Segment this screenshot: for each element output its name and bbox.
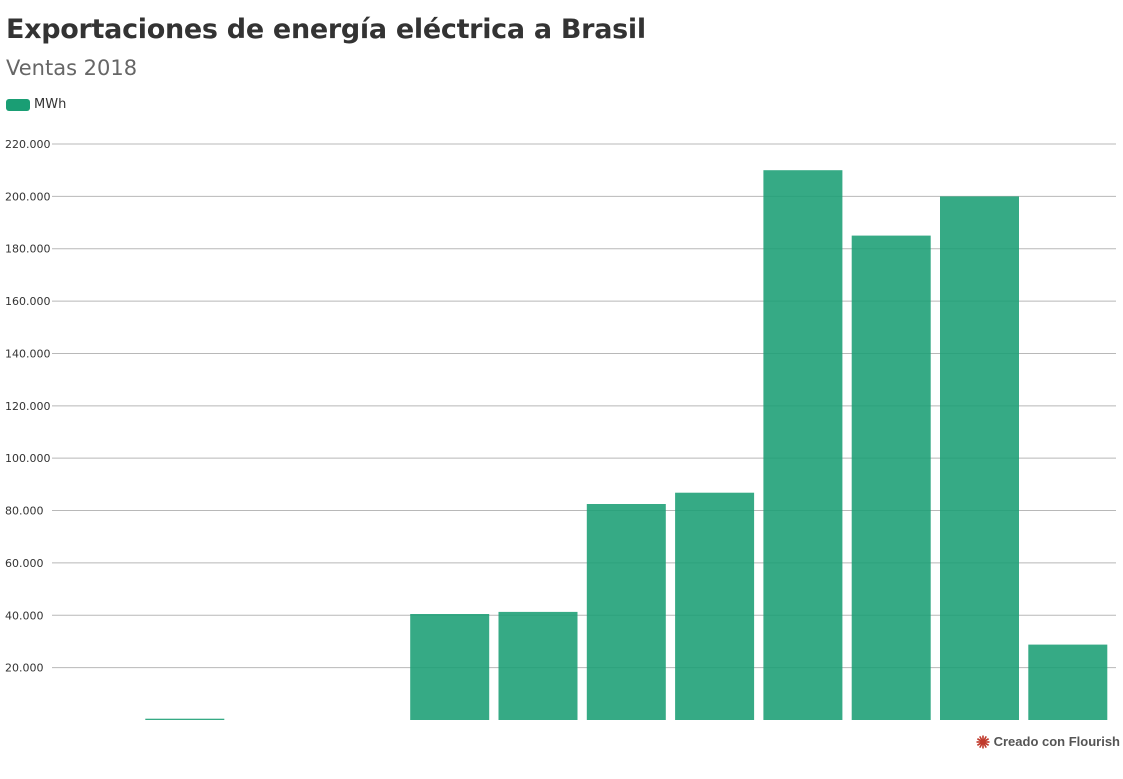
bar[interactable] — [145, 718, 225, 720]
bar[interactable] — [940, 196, 1019, 720]
bar[interactable] — [763, 170, 843, 720]
flourish-credit-label[interactable]: Creado con Flourish — [993, 734, 1120, 749]
y-tick-label: 160.000 — [5, 295, 51, 308]
bar[interactable] — [498, 611, 578, 720]
y-tick-label: 60.000 — [5, 557, 44, 570]
chart-subtitle: Ventas 2018 — [6, 56, 138, 80]
bar[interactable] — [675, 492, 755, 720]
y-tick-label: 80.000 — [5, 505, 44, 518]
legend-swatch — [6, 98, 30, 111]
legend-label: MWh — [34, 97, 67, 112]
y-tick-label: 180.000 — [5, 243, 51, 256]
y-tick-label: 100.000 — [5, 452, 51, 465]
bar[interactable] — [1028, 644, 1108, 720]
y-tick-label: 120.000 — [5, 400, 51, 413]
y-tick-label: 40.000 — [5, 609, 44, 622]
bar[interactable] — [851, 235, 931, 720]
y-tick-label: 140.000 — [5, 347, 51, 360]
flourish-logo-icon — [976, 735, 990, 748]
bar[interactable] — [410, 614, 490, 720]
legend[interactable]: MWh — [6, 97, 66, 112]
chart-title: Exportaciones de energía eléctrica a Bra… — [6, 14, 646, 45]
bar[interactable] — [586, 504, 666, 720]
flourish-credit[interactable]: Creado con Flourish — [976, 734, 1120, 749]
y-tick-label: 20.000 — [5, 662, 44, 675]
y-tick-label: 220.000 — [5, 138, 51, 151]
y-tick-label: 200.000 — [5, 190, 51, 203]
